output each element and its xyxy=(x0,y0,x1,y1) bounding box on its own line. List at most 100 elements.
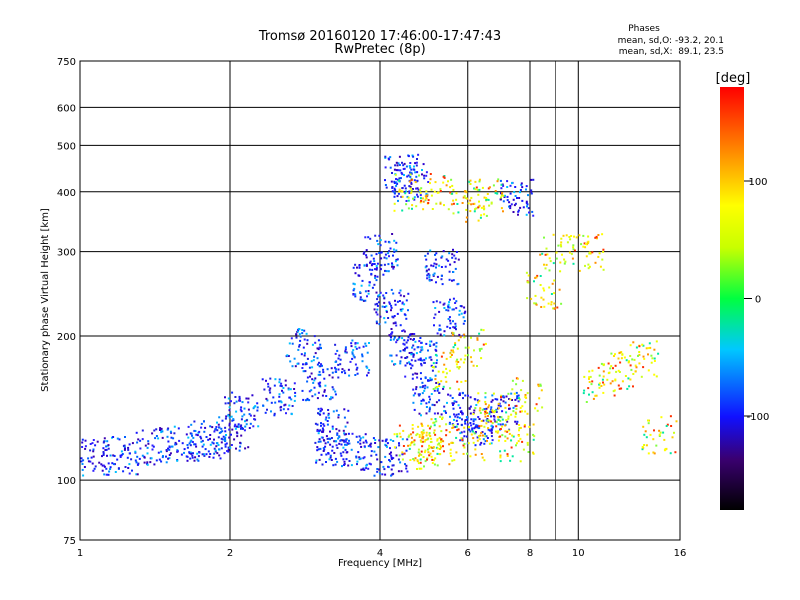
data-point xyxy=(457,282,460,285)
data-point xyxy=(442,303,445,306)
data-point xyxy=(471,427,474,430)
data-point xyxy=(634,364,637,367)
phase-stats-heading: Phases xyxy=(628,24,660,34)
data-point xyxy=(354,293,357,296)
data-point xyxy=(520,182,523,185)
data-point xyxy=(335,409,338,412)
data-point xyxy=(499,456,502,459)
data-point xyxy=(203,430,206,433)
data-point xyxy=(430,279,433,282)
x-tick-label: 8 xyxy=(527,548,533,559)
data-point xyxy=(359,442,362,445)
data-point xyxy=(330,459,333,461)
data-point xyxy=(153,463,156,466)
data-point xyxy=(239,425,242,428)
data-point xyxy=(491,410,494,413)
data-point xyxy=(417,448,420,451)
data-point xyxy=(403,313,406,316)
data-point xyxy=(356,460,359,463)
data-point xyxy=(419,439,422,442)
data-point xyxy=(455,198,458,201)
data-point xyxy=(342,458,345,461)
data-point xyxy=(452,320,454,323)
data-point xyxy=(473,349,475,352)
data-point xyxy=(224,396,226,399)
data-point xyxy=(159,429,161,431)
data-point xyxy=(211,426,214,429)
data-point xyxy=(334,393,337,396)
data-point xyxy=(461,418,463,421)
data-point xyxy=(420,467,423,470)
data-point xyxy=(388,459,391,461)
data-point xyxy=(504,440,507,442)
data-point xyxy=(378,439,381,442)
data-point xyxy=(482,343,485,346)
data-point xyxy=(214,427,217,430)
data-point xyxy=(384,240,387,243)
data-point xyxy=(439,444,442,447)
data-point xyxy=(442,387,445,390)
data-point xyxy=(490,425,493,427)
data-point xyxy=(647,422,650,425)
data-point xyxy=(373,474,376,477)
data-point xyxy=(520,183,523,186)
data-point xyxy=(354,263,357,266)
data-point xyxy=(521,379,524,382)
data-point xyxy=(642,344,645,347)
data-point xyxy=(319,381,322,384)
data-point xyxy=(602,375,605,378)
data-point xyxy=(89,460,92,463)
data-point xyxy=(553,307,556,310)
data-point xyxy=(413,439,416,442)
data-point xyxy=(294,365,297,368)
data-point xyxy=(606,378,609,381)
data-point xyxy=(331,427,334,430)
data-point xyxy=(439,301,442,304)
data-point xyxy=(410,359,413,362)
data-point xyxy=(514,202,517,205)
data-point xyxy=(245,423,248,426)
data-point xyxy=(444,376,447,379)
data-point xyxy=(249,414,252,417)
data-point xyxy=(501,423,504,426)
data-point xyxy=(641,448,644,451)
data-point xyxy=(442,250,445,253)
data-point xyxy=(422,163,425,166)
data-point xyxy=(221,419,224,422)
data-point xyxy=(252,407,255,410)
data-point xyxy=(273,414,276,417)
data-point xyxy=(411,207,413,210)
data-point xyxy=(434,457,437,460)
data-point xyxy=(440,380,443,383)
data-point xyxy=(413,179,416,182)
data-point xyxy=(417,393,420,396)
data-point xyxy=(570,235,573,237)
data-point xyxy=(506,180,509,183)
data-point xyxy=(393,433,396,436)
data-point xyxy=(203,420,205,423)
data-point xyxy=(94,444,97,447)
data-point xyxy=(415,352,418,355)
data-points xyxy=(80,153,678,477)
data-point xyxy=(393,315,396,317)
data-point xyxy=(432,273,435,276)
data-point xyxy=(310,360,313,363)
data-point xyxy=(135,461,138,464)
data-point xyxy=(194,456,197,459)
data-point xyxy=(486,439,488,442)
data-point xyxy=(588,265,591,268)
data-point xyxy=(173,425,176,428)
data-point xyxy=(478,188,481,191)
data-point xyxy=(628,360,630,363)
data-point xyxy=(512,198,515,201)
data-point xyxy=(400,171,403,174)
data-point xyxy=(282,391,285,394)
data-point xyxy=(170,431,173,434)
data-point xyxy=(586,241,589,244)
data-point xyxy=(92,469,95,472)
data-point xyxy=(378,323,381,326)
data-point xyxy=(417,153,420,156)
data-point xyxy=(503,449,506,452)
data-point xyxy=(508,432,511,435)
data-point xyxy=(396,433,399,436)
